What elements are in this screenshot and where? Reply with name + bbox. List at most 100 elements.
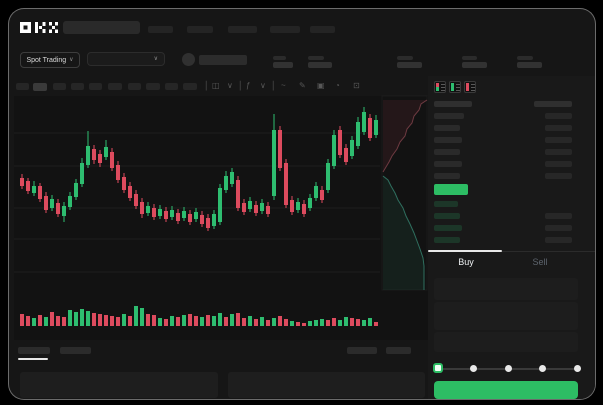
timeframe-button[interactable] bbox=[183, 83, 197, 90]
volume-bar bbox=[200, 317, 204, 326]
tab-buy[interactable]: Buy bbox=[458, 257, 474, 267]
candle-body bbox=[194, 212, 198, 219]
candle-body bbox=[272, 130, 276, 196]
chevron-down-icon[interactable]: ∨ bbox=[260, 81, 266, 90]
active-tab-underline bbox=[18, 358, 48, 360]
separator: │ bbox=[271, 81, 276, 90]
indicators-icon[interactable]: ƒ bbox=[246, 81, 251, 90]
amount-slider-handle[interactable] bbox=[433, 363, 443, 373]
bid-price-skeleton[interactable] bbox=[434, 225, 462, 231]
candle-body bbox=[116, 165, 120, 180]
market-type-selector[interactable]: Spot Trading ∨ bbox=[20, 52, 80, 68]
volume-bar bbox=[230, 314, 234, 326]
volume-bar bbox=[344, 317, 348, 326]
search-input[interactable] bbox=[63, 21, 140, 34]
ask-price-skeleton[interactable] bbox=[434, 113, 464, 119]
chevron-down-icon[interactable]: ∨ bbox=[227, 81, 233, 90]
candle-body bbox=[122, 177, 126, 190]
timeframe-button-active[interactable] bbox=[33, 83, 47, 91]
ask-price-skeleton[interactable] bbox=[434, 149, 460, 155]
bid-price-skeleton[interactable] bbox=[434, 201, 458, 207]
volume-bar bbox=[224, 317, 228, 326]
candle-body bbox=[278, 130, 282, 168]
screenshot-icon[interactable]: ▣ bbox=[317, 81, 325, 90]
timeframe-button[interactable] bbox=[16, 83, 29, 90]
candle-body bbox=[284, 163, 288, 205]
nav-item[interactable] bbox=[270, 26, 300, 33]
order-price-field[interactable] bbox=[434, 278, 578, 300]
order-amount-field[interactable] bbox=[434, 302, 578, 330]
candle-body bbox=[92, 149, 96, 160]
candle-body bbox=[266, 206, 270, 214]
history-icon[interactable]: ◔ bbox=[335, 81, 340, 90]
volume-bar bbox=[26, 316, 30, 326]
candle-body bbox=[80, 163, 84, 184]
nav-item[interactable] bbox=[310, 26, 335, 33]
slider-stop[interactable] bbox=[573, 365, 581, 372]
timeframe-button[interactable] bbox=[108, 83, 122, 90]
bid-price-skeleton[interactable] bbox=[434, 237, 460, 243]
slider-stop[interactable] bbox=[539, 365, 546, 372]
draw-icon[interactable]: ✎ bbox=[299, 81, 306, 90]
coin-icon bbox=[182, 53, 195, 66]
volume-bar bbox=[302, 323, 306, 326]
candle-body bbox=[332, 135, 336, 166]
volume-bar bbox=[368, 318, 372, 326]
last-price-highlight[interactable] bbox=[434, 184, 468, 195]
volume-bar bbox=[146, 314, 150, 326]
candle-body bbox=[182, 211, 186, 218]
timeframe-button[interactable] bbox=[128, 83, 141, 90]
line-tool-icon[interactable]: ~ bbox=[281, 81, 286, 90]
ask-amount-skeleton bbox=[545, 161, 572, 167]
candle-body bbox=[146, 206, 150, 213]
nav-item[interactable] bbox=[228, 26, 257, 33]
ask-amount-skeleton bbox=[545, 137, 572, 143]
slider-stop[interactable] bbox=[470, 365, 477, 372]
timeframe-button[interactable] bbox=[71, 83, 84, 90]
ask-amount-skeleton bbox=[545, 125, 572, 131]
buy-button[interactable] bbox=[434, 381, 578, 399]
book-mode-bids-icon[interactable] bbox=[449, 81, 461, 93]
volume-bar bbox=[98, 314, 102, 326]
ticker-stat-value bbox=[308, 62, 332, 68]
volume-bar bbox=[272, 318, 276, 326]
book-mode-asks-icon[interactable] bbox=[464, 81, 476, 93]
pair-selector-dropdown[interactable]: ∨ bbox=[87, 52, 165, 66]
ask-price-skeleton[interactable] bbox=[434, 173, 460, 179]
candle-body bbox=[254, 205, 258, 213]
slider-stop[interactable] bbox=[504, 365, 512, 372]
book-mode-both-icon[interactable] bbox=[434, 81, 446, 93]
ask-price-skeleton[interactable] bbox=[434, 137, 462, 143]
timeframe-button[interactable] bbox=[146, 83, 160, 90]
panel-tab-active[interactable] bbox=[18, 347, 50, 354]
candle-body bbox=[56, 203, 60, 214]
chart-type-icon[interactable]: ◫ bbox=[212, 81, 220, 90]
order-total-field[interactable] bbox=[434, 332, 578, 352]
timeframe-button[interactable] bbox=[53, 83, 66, 90]
orderbook-header-skeleton bbox=[434, 101, 472, 107]
fullscreen-icon[interactable]: ⊡ bbox=[353, 81, 360, 90]
panel-action[interactable] bbox=[386, 347, 411, 354]
volume-bar bbox=[284, 319, 288, 326]
panel-tab[interactable] bbox=[60, 347, 91, 354]
volume-bar bbox=[314, 320, 318, 326]
panel-action[interactable] bbox=[347, 347, 377, 354]
timeframe-button[interactable] bbox=[165, 83, 178, 90]
nav-item[interactable] bbox=[148, 26, 173, 33]
tab-sell[interactable]: Sell bbox=[532, 257, 548, 267]
candle-body bbox=[212, 214, 216, 226]
volume-bar bbox=[242, 318, 246, 326]
ask-price-skeleton[interactable] bbox=[434, 161, 462, 167]
volume-bar bbox=[20, 314, 24, 326]
volume-bar bbox=[56, 316, 60, 326]
nav-item[interactable] bbox=[187, 26, 213, 33]
bid-price-skeleton[interactable] bbox=[434, 213, 460, 219]
candle-body bbox=[104, 147, 108, 157]
volume-bar bbox=[50, 312, 54, 326]
candlestick-chart[interactable] bbox=[8, 8, 596, 400]
candle-body bbox=[86, 146, 90, 165]
ask-price-skeleton[interactable] bbox=[434, 125, 460, 131]
timeframe-button[interactable] bbox=[89, 83, 102, 90]
candle-body bbox=[200, 215, 204, 224]
volume-bar bbox=[356, 319, 360, 326]
